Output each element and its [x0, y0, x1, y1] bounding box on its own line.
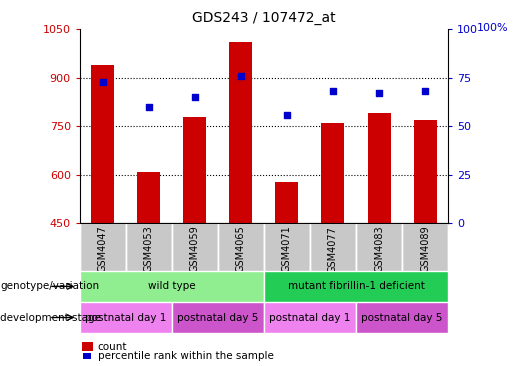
Bar: [80, 271, 264, 302]
Bar: [276, 182, 299, 223]
Bar: [264, 223, 310, 271]
Bar: [172, 302, 264, 333]
Bar: [264, 302, 356, 333]
Text: GSM4083: GSM4083: [374, 225, 384, 272]
Text: genotype/variation: genotype/variation: [0, 281, 99, 291]
Text: mutant fibrillin-1 deficient: mutant fibrillin-1 deficient: [287, 281, 424, 291]
Point: [145, 104, 153, 110]
Bar: [218, 223, 264, 271]
Point: [283, 112, 291, 117]
Bar: [356, 302, 448, 333]
Text: postnatal day 5: postnatal day 5: [177, 313, 259, 322]
Bar: [321, 123, 345, 223]
Text: wild type: wild type: [148, 281, 196, 291]
Text: postnatal day 1: postnatal day 1: [85, 313, 166, 322]
Bar: [80, 223, 126, 271]
Bar: [402, 223, 448, 271]
Text: postnatal day 5: postnatal day 5: [362, 313, 443, 322]
Bar: [126, 223, 172, 271]
Point: [237, 73, 245, 79]
Bar: [356, 223, 402, 271]
Text: GSM4089: GSM4089: [420, 225, 430, 272]
Point: [191, 94, 199, 100]
Point: [421, 89, 429, 94]
Bar: [310, 223, 356, 271]
Bar: [414, 120, 437, 223]
Bar: [80, 302, 172, 333]
Text: GSM4053: GSM4053: [144, 225, 154, 272]
Bar: [264, 271, 448, 302]
Title: GDS243 / 107472_at: GDS243 / 107472_at: [192, 11, 336, 26]
Bar: [229, 42, 252, 223]
Text: GSM4047: GSM4047: [98, 225, 108, 272]
Point: [329, 89, 337, 94]
Text: development stage: development stage: [0, 313, 101, 322]
Bar: [172, 223, 218, 271]
Text: GSM4059: GSM4059: [190, 225, 200, 272]
Text: GSM4071: GSM4071: [282, 225, 292, 272]
Point: [99, 79, 107, 85]
Text: GSM4077: GSM4077: [328, 225, 338, 273]
Bar: [91, 65, 114, 223]
Text: GSM4065: GSM4065: [236, 225, 246, 272]
Bar: [183, 116, 207, 223]
Y-axis label: 100%: 100%: [476, 23, 508, 33]
Bar: [138, 172, 160, 223]
Point: [375, 90, 383, 96]
Bar: [368, 113, 390, 223]
Text: postnatal day 1: postnatal day 1: [269, 313, 351, 322]
Text: count: count: [98, 341, 127, 352]
Text: percentile rank within the sample: percentile rank within the sample: [98, 351, 274, 361]
